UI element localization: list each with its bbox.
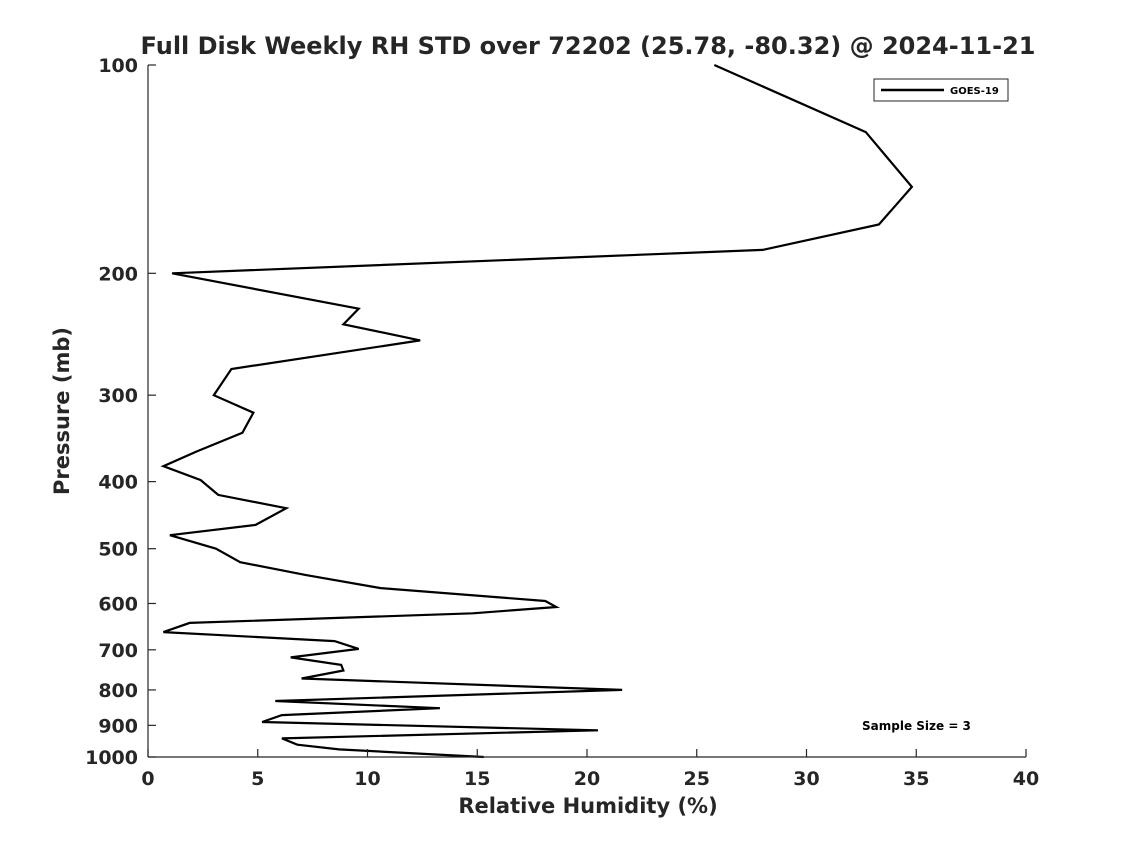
y-tick-label: 800	[98, 680, 138, 702]
series-line-goes-19	[160, 63, 914, 759]
y-tick-label: 200	[98, 263, 138, 285]
y-tick-label: 700	[98, 640, 138, 662]
x-axis-ticks: 0 5 10 15 20 25 30 35 40	[141, 749, 1039, 790]
y-tick-label: 400	[98, 472, 138, 494]
y-tick-label: 500	[98, 539, 138, 561]
x-tick-label: 40	[1013, 768, 1039, 790]
x-tick-label: 30	[793, 768, 819, 790]
plot-area	[160, 63, 914, 759]
legend: GOES-19	[873, 78, 1009, 102]
chart-title: Full Disk Weekly RH STD over 72202 (25.7…	[141, 32, 1036, 60]
x-tick-label: 20	[574, 768, 600, 790]
x-axis-label: Relative Humidity (%)	[458, 794, 717, 818]
y-axis-label: Pressure (mb)	[50, 327, 74, 495]
y-tick-label: 600	[98, 593, 138, 615]
x-tick-label: 5	[251, 768, 264, 790]
x-tick-label: 35	[903, 768, 929, 790]
legend-entry-goes-19: GOES-19	[950, 86, 999, 97]
y-tick-label: 100	[98, 55, 138, 77]
y-tick-label: 300	[98, 385, 138, 407]
x-tick-label: 0	[141, 768, 154, 790]
y-axis-ticks: 100 200 300 400 500 600 700 800 900 1000	[85, 55, 156, 769]
sample-size-annotation: Sample Size = 3	[862, 719, 971, 733]
x-tick-label: 10	[354, 768, 380, 790]
x-tick-label: 15	[464, 768, 490, 790]
y-tick-label: 900	[98, 715, 138, 737]
x-tick-label: 25	[684, 768, 710, 790]
y-tick-label: 1000	[85, 747, 138, 769]
